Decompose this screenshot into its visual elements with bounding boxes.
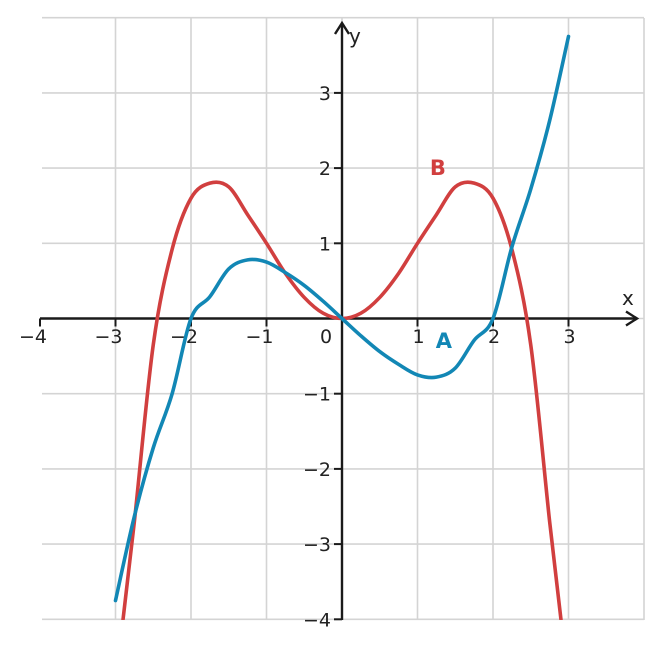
x-axis-label: x (622, 286, 634, 310)
y-tick-label: −1 (303, 384, 331, 406)
y-axis-arrow-icon (333, 20, 351, 35)
x-tick-label: 3 (563, 326, 575, 348)
x-axis-arrow-icon (625, 310, 640, 327)
y-tick-label: −3 (303, 534, 331, 556)
series-line-a (113, 34, 571, 603)
x-tick-label: 2 (488, 326, 500, 348)
x-tick-label: −4 (19, 326, 47, 348)
x-tick-label: −3 (94, 326, 122, 348)
y-tick-label: 2 (319, 158, 331, 180)
y-tick-label: −2 (303, 459, 331, 481)
x-tick-label: 1 (412, 326, 424, 348)
y-tick-label: 1 (319, 233, 331, 255)
x-tick-label: 0 (320, 326, 332, 348)
curve-label-b: B (430, 156, 446, 180)
series-layer (113, 34, 571, 620)
y-axis-label: y (349, 24, 361, 48)
y-tick-label: 3 (319, 83, 331, 105)
x-tick-label: −1 (245, 326, 273, 348)
y-tick-label: −4 (303, 609, 331, 631)
curve-labels: AB (430, 156, 453, 353)
curve-label-a: A (436, 329, 453, 353)
